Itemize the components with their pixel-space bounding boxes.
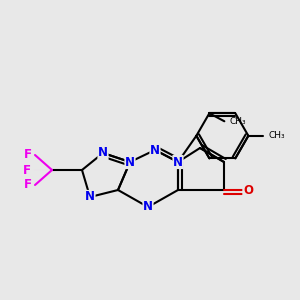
Text: CH₃: CH₃ [230, 117, 246, 126]
Text: O: O [243, 184, 253, 196]
Text: N: N [125, 155, 135, 169]
Text: N: N [143, 200, 153, 214]
Text: F: F [24, 178, 32, 191]
Text: F: F [24, 148, 32, 161]
Text: N: N [98, 146, 108, 160]
Text: N: N [85, 190, 95, 203]
Text: N: N [173, 155, 183, 169]
Text: F: F [23, 164, 31, 176]
Text: CH₃: CH₃ [268, 131, 285, 140]
Text: N: N [150, 143, 160, 157]
